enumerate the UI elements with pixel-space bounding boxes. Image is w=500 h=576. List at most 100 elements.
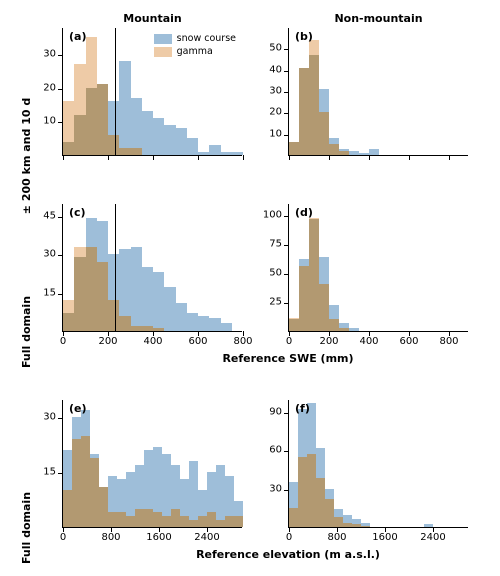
bar-overlap-e-17 (216, 520, 225, 527)
bar-overlap-e-1 (72, 439, 81, 527)
legend-row-1: gamma (154, 45, 236, 58)
xticklabel-f-800: 800 (327, 532, 346, 543)
bar-snow-c-9 (164, 287, 175, 331)
legend-row-0: snow course (154, 32, 236, 45)
bar-overlap-c-5 (119, 316, 130, 331)
yticklabel-b-40: 40 (269, 64, 282, 75)
bar-snow-c-12 (198, 316, 209, 331)
yticklabel-e-15: 15 (43, 467, 56, 478)
xticklabel-f-2400: 2400 (420, 532, 445, 543)
bar-overlap-b-5 (339, 151, 349, 155)
bar-overlap-f-5 (334, 517, 343, 527)
bar-snow-a-7 (142, 111, 153, 155)
yticklabel-a-30: 30 (43, 48, 56, 59)
xtick-b-800 (449, 155, 450, 160)
xlabel-swe: Reference SWE (mm) (222, 352, 353, 365)
ytick-c-45 (58, 217, 63, 218)
bar-overlap-e-6 (117, 512, 126, 527)
vline-a (115, 28, 116, 155)
yticklabel-b-10: 10 (269, 128, 282, 139)
bar-overlap-f-8 (361, 526, 370, 527)
col-title-right: Non-mountain (334, 12, 422, 25)
panel-a: 102030(a)Mountainsnow coursegamma (62, 28, 242, 156)
ytick-e-15 (58, 473, 63, 474)
panel-e: 1530080016002400(e) (62, 400, 242, 528)
bar-overlap2-c-1 (74, 257, 85, 331)
xticklabel-d-400: 400 (359, 336, 378, 347)
yticklabel-f-30: 30 (269, 483, 282, 494)
subplot-label-f: (f) (295, 402, 310, 415)
legend-label-1: gamma (177, 46, 213, 57)
ytick-a-10 (58, 122, 63, 123)
xticklabel-c-600: 600 (188, 336, 207, 347)
bar-overlap-e-4 (99, 487, 108, 527)
xticklabel-c-200: 200 (98, 336, 117, 347)
bar-overlap-b-3 (319, 112, 329, 155)
bar-overlap-e-10 (153, 512, 162, 527)
subplot-label-e: (e) (69, 402, 87, 415)
yticklabel-d-75: 75 (269, 238, 282, 249)
bar-overlap2-d-2 (309, 219, 319, 331)
xlabel-elev: Reference elevation (m a.s.l.) (196, 548, 380, 561)
yticklabel-b-30: 30 (269, 86, 282, 97)
xticklabel-c-0: 0 (60, 336, 66, 347)
ytick-c-15 (58, 294, 63, 295)
bar-snow-a-8 (153, 118, 164, 155)
ytick-f-60 (284, 451, 289, 452)
subplot-label-a: (a) (69, 30, 86, 43)
xticklabel-e-2400: 2400 (194, 532, 219, 543)
bar-overlap-f-1 (298, 457, 307, 527)
bar-overlap-e-19 (234, 516, 243, 527)
bar-snow-c-7 (142, 267, 153, 331)
yticklabel-a-20: 20 (43, 82, 56, 93)
bar-overlap-c-2 (86, 247, 97, 331)
xtick-a-400 (153, 155, 154, 160)
bar-snow-b-7 (359, 153, 369, 155)
bar-overlap-f-0 (289, 508, 298, 527)
bar-snow-a-6 (131, 98, 142, 155)
ytick-b-20 (284, 113, 289, 114)
xticklabel-d-800: 800 (439, 336, 458, 347)
panel-c: 1530450200400600800(c) (62, 204, 242, 332)
bar-overlap-a-3 (97, 84, 108, 155)
bar-snow-f-9 (424, 524, 433, 527)
xticklabel-d-600: 600 (399, 336, 418, 347)
bar-overlap-f-2 (307, 454, 316, 527)
xticklabel-f-1600: 1600 (372, 532, 397, 543)
yticklabel-d-50: 50 (269, 267, 282, 278)
bar-snow-e-14 (189, 461, 198, 527)
bar-overlap-b-0 (289, 142, 299, 155)
col-title-left: Mountain (123, 12, 181, 25)
bar-overlap-a-5 (119, 148, 130, 155)
legend-label-0: snow course (177, 33, 236, 44)
bar-overlap-e-15 (198, 516, 207, 527)
bar-overlap-a-4 (108, 135, 119, 155)
ytick-d-25 (284, 303, 289, 304)
bar-snow-a-13 (209, 145, 220, 155)
bar-overlap-d-1 (299, 266, 309, 331)
vline-c (115, 204, 116, 331)
ytick-e-30 (58, 418, 63, 419)
xtick-a-0 (63, 155, 64, 160)
ytick-b-40 (284, 71, 289, 72)
bar-overlap-c-4 (108, 300, 119, 331)
bar-overlap-f-6 (343, 523, 352, 527)
xticklabel-d-200: 200 (319, 336, 338, 347)
bar-snow-a-9 (164, 125, 175, 155)
yticklabel-c-30: 30 (43, 249, 56, 260)
bar-overlap-c-6 (131, 326, 142, 331)
xtick-b-400 (369, 155, 370, 160)
subplot-label-c: (c) (69, 206, 86, 219)
bar-overlap2-c-0 (63, 313, 74, 331)
bar-overlap-c-3 (97, 262, 108, 331)
legend-swatch-1 (154, 47, 172, 57)
figure: 10 20 30 (a) Mountain snow course gamma 1020304… (0, 0, 500, 576)
bar-overlap-e-18 (225, 516, 234, 527)
bar-overlap-d-4 (329, 319, 339, 331)
bar-overlap-d-5 (339, 328, 349, 331)
bar-snow-e-17 (216, 465, 225, 527)
xticklabel-e-1600: 1600 (146, 532, 171, 543)
panel-b: 1020304050(b)Non-mountain (288, 28, 468, 156)
panel-d: 2550751000200400600800(d) (288, 204, 468, 332)
ytick-d-75 (284, 245, 289, 246)
